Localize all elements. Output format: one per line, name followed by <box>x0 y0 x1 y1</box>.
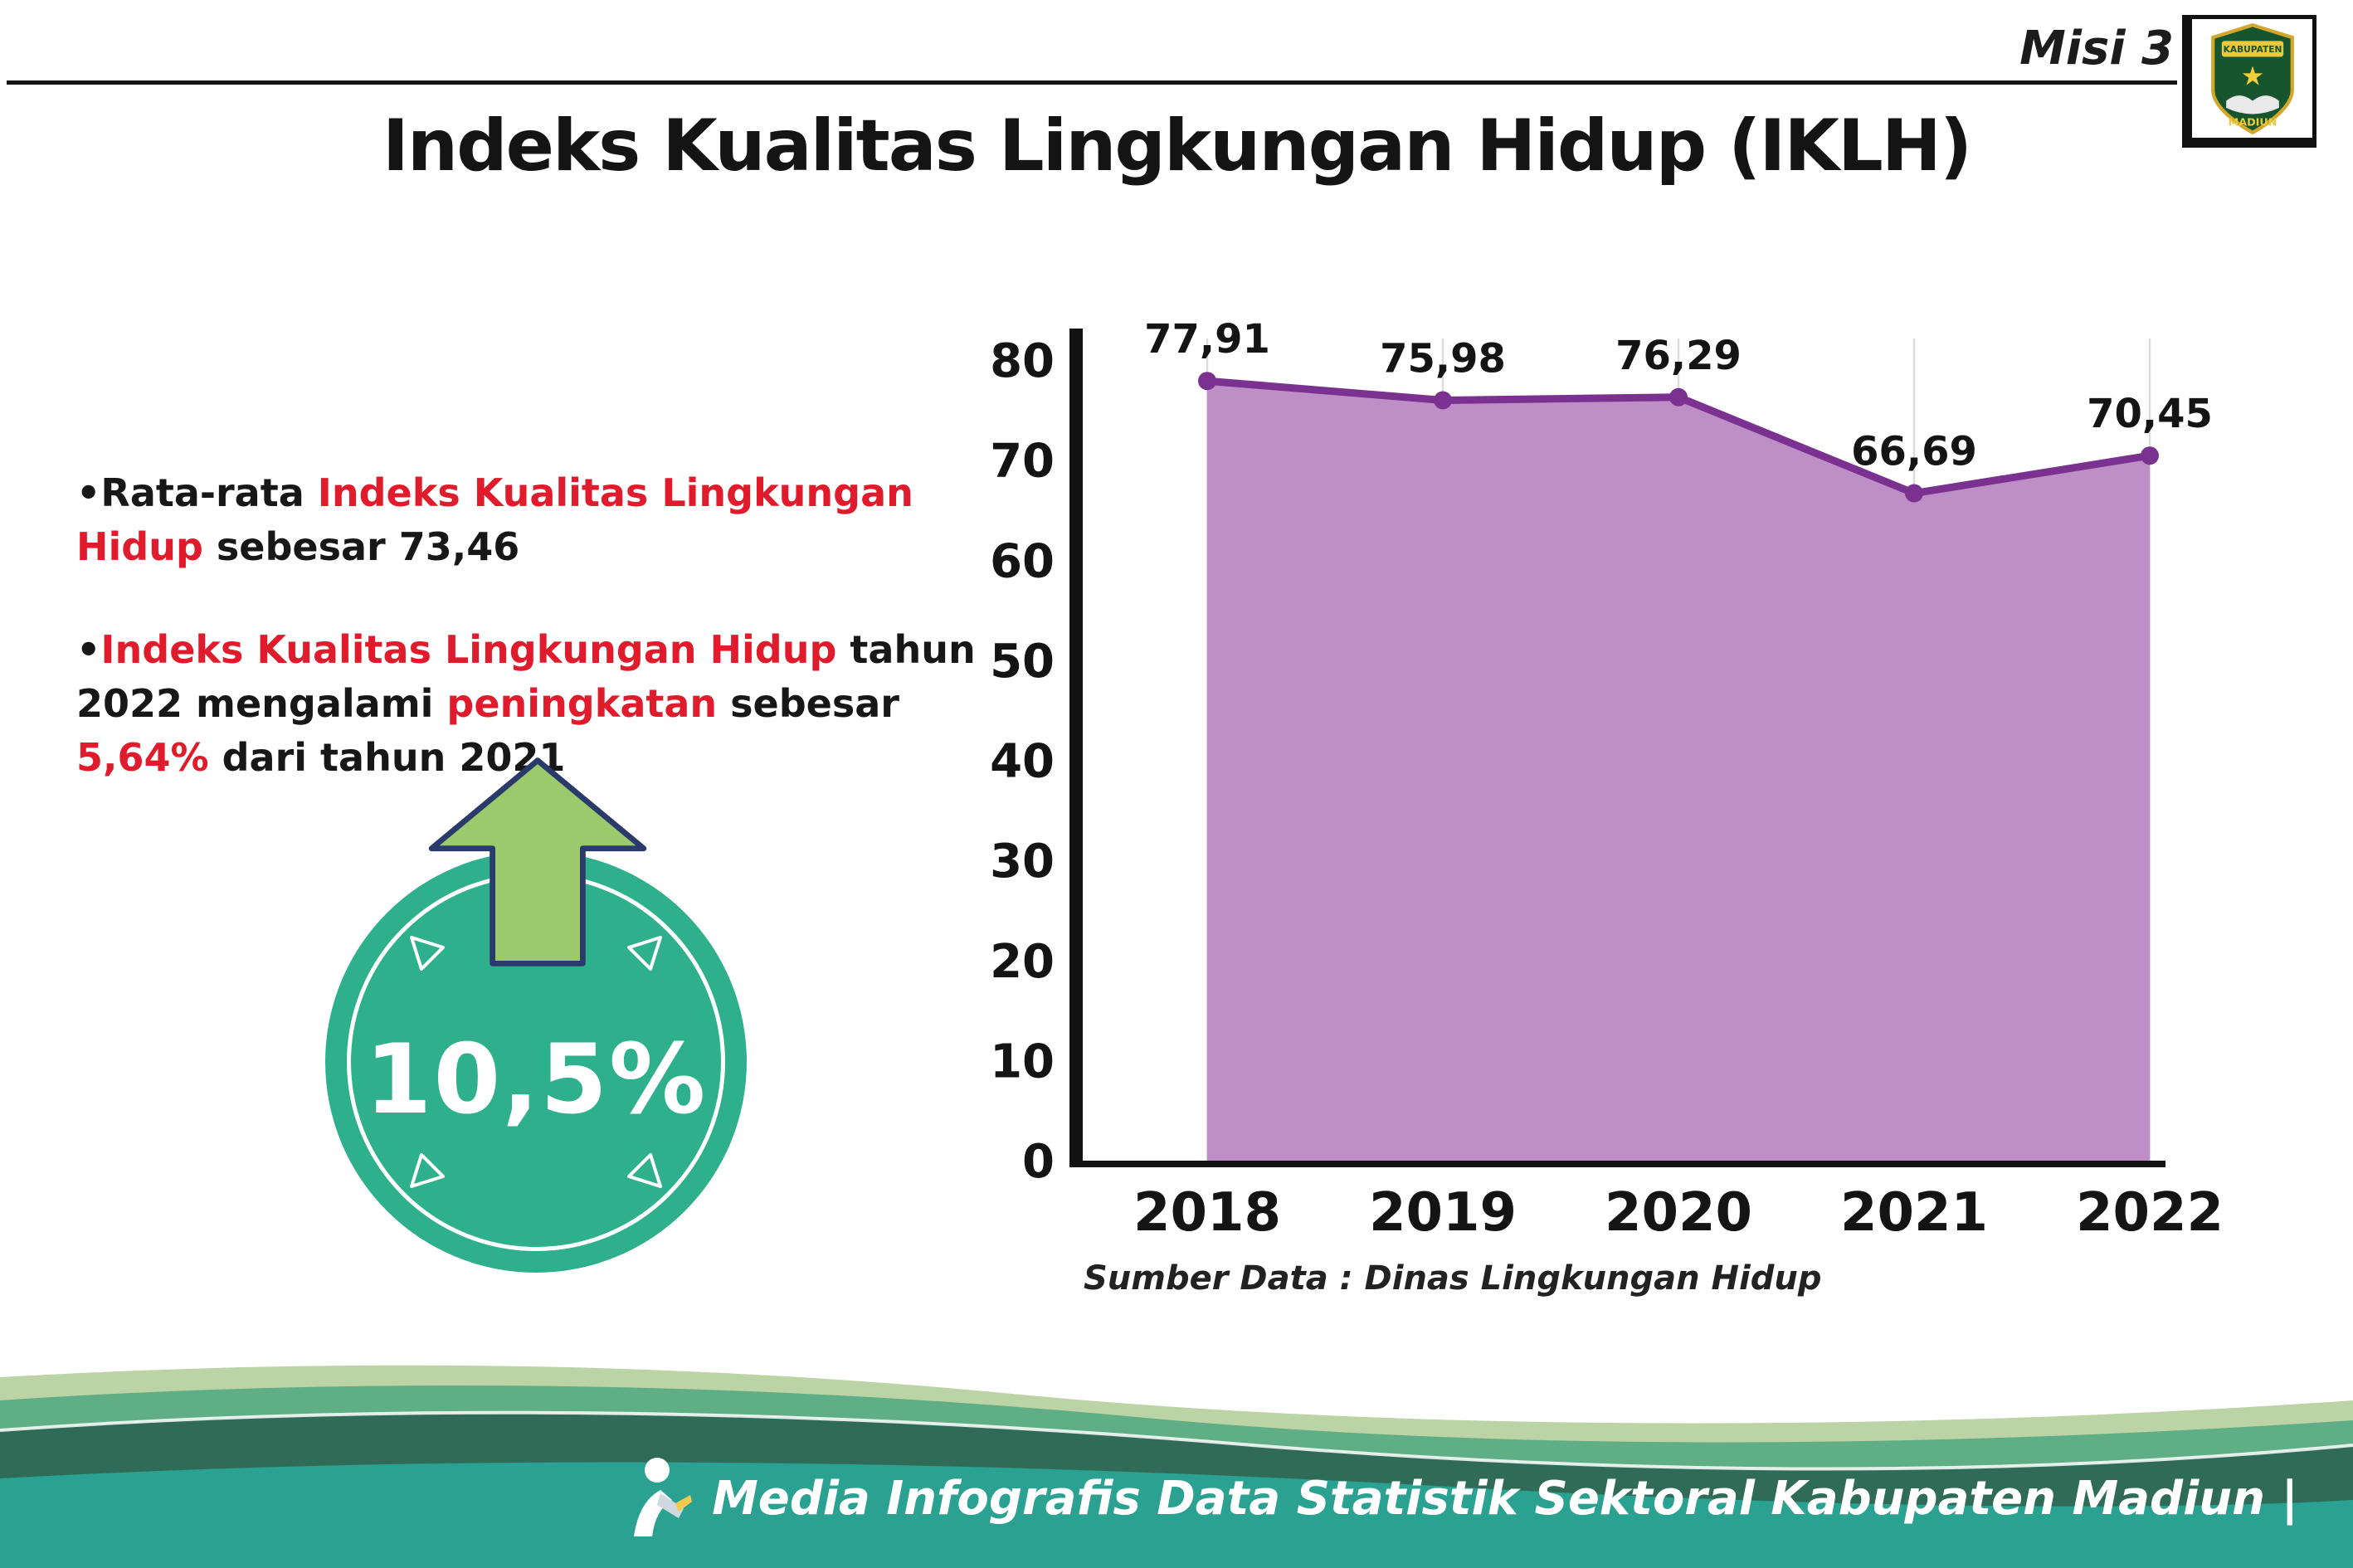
crest-star-icon: ★ <box>2240 60 2264 91</box>
area-fill <box>1207 381 2150 1161</box>
crest-base <box>2225 95 2279 114</box>
text-segment: tahun 2022 mengalami <box>76 626 976 726</box>
footer-credit: Media Infografis Data Statistik Sektoral… <box>617 1454 2298 1543</box>
data-label: 77,91 <box>1144 316 1270 363</box>
footer-waves <box>0 1365 2353 1568</box>
data-point <box>1669 387 1688 407</box>
text-segment: Rata-rata <box>100 470 318 515</box>
x-tick-label: 2018 <box>1133 1182 1281 1244</box>
y-tick-label: 80 <box>990 334 1055 388</box>
crest-banner <box>2221 40 2283 56</box>
y-tick-label: 10 <box>990 1035 1055 1088</box>
up-arrow-icon <box>428 757 647 967</box>
wave-bottom-teal <box>0 1462 2353 1568</box>
y-tick-label: 60 <box>990 534 1055 588</box>
y-tick-label: 50 <box>990 635 1055 689</box>
y-tick-label: 20 <box>990 935 1055 989</box>
deco-triangle <box>410 1153 445 1188</box>
x-tick-label: 2021 <box>1840 1182 1988 1244</box>
crest-icon: KABUPATEN ★ MADIUN <box>2210 22 2294 134</box>
text-segment-highlight: Indeks Kualitas Lingkungan Hidup <box>76 470 913 570</box>
data-label: 76,29 <box>1615 333 1742 379</box>
badge-decoration <box>410 936 662 1188</box>
x-tick-label: 2019 <box>1369 1182 1517 1244</box>
crest-name-text: MADIUN <box>2228 116 2277 129</box>
deco-triangle <box>627 1153 662 1188</box>
y-tick-label: 70 <box>990 435 1055 489</box>
bullet-dot: • <box>76 470 101 515</box>
badge-value: 10,5% <box>364 1023 708 1136</box>
y-tick-label: 0 <box>1022 1135 1055 1189</box>
kabupaten-madiun-logo: KABUPATEN ★ MADIUN <box>2182 15 2316 148</box>
y-tick-label: 30 <box>990 835 1055 889</box>
y-axis <box>1069 329 1083 1167</box>
data-label: 75,98 <box>1380 335 1506 382</box>
crest-banner-text: KABUPATEN <box>2223 44 2282 55</box>
data-point <box>2141 446 2159 465</box>
iklh-chart: 77,91 75,98 76,29 66,69 70,45 0 10 20 30 40 50 60 70… <box>954 307 2248 1303</box>
source-note: Sumber Data : Dinas Lingkungan Hidup <box>1084 1259 1822 1298</box>
key-points: •Rata-rata Indeks Kualitas Lingkungan Hi… <box>76 466 1014 834</box>
bullet-increase-2022: •Indeks Kualitas Lingkungan Hidup tahun … <box>76 623 1014 786</box>
bullet-dot: • <box>76 626 101 672</box>
y-tick-label: 40 <box>990 735 1055 789</box>
credit-text: Media Infografis Data Statistik Sektoral… <box>712 1471 2298 1526</box>
page-title: Indeks Kualitas Lingkungan Hidup (IKLH) <box>382 105 1972 187</box>
deco-triangle <box>410 936 445 971</box>
data-label: 70,45 <box>2087 391 2213 437</box>
text-segment-highlight: Indeks Kualitas Lingkungan Hidup <box>100 626 837 672</box>
data-point <box>1905 484 1923 503</box>
data-point <box>1434 391 1452 410</box>
deco-triangle <box>627 936 662 971</box>
iklh-area-chart: 77,91 75,98 76,29 66,69 70,45 0 10 20 30 40 50 60 70… <box>990 316 2224 1244</box>
text-segment-highlight: 5,64% <box>76 735 209 781</box>
x-tick-label: 2020 <box>1605 1182 1752 1244</box>
mascot-icon <box>634 1458 693 1536</box>
text-segment: dari tahun 2021 <box>208 735 566 781</box>
text-segment-highlight: peningkatan <box>446 680 718 726</box>
misi-label: Misi 3 <box>2019 22 2174 75</box>
data-point <box>1198 372 1216 391</box>
wave-highlight-line <box>0 1410 2353 1471</box>
data-label: 66,69 <box>1851 429 1977 475</box>
x-axis <box>1069 1161 2165 1167</box>
top-divider <box>7 80 2177 85</box>
bullet-average-iklh: •Rata-rata Indeks Kualitas Lingkungan Hi… <box>76 466 1014 575</box>
text-segment: sebesar 73,46 <box>202 524 520 570</box>
text-segment: sebesar <box>717 680 899 726</box>
x-tick-label: 2022 <box>2076 1182 2224 1244</box>
